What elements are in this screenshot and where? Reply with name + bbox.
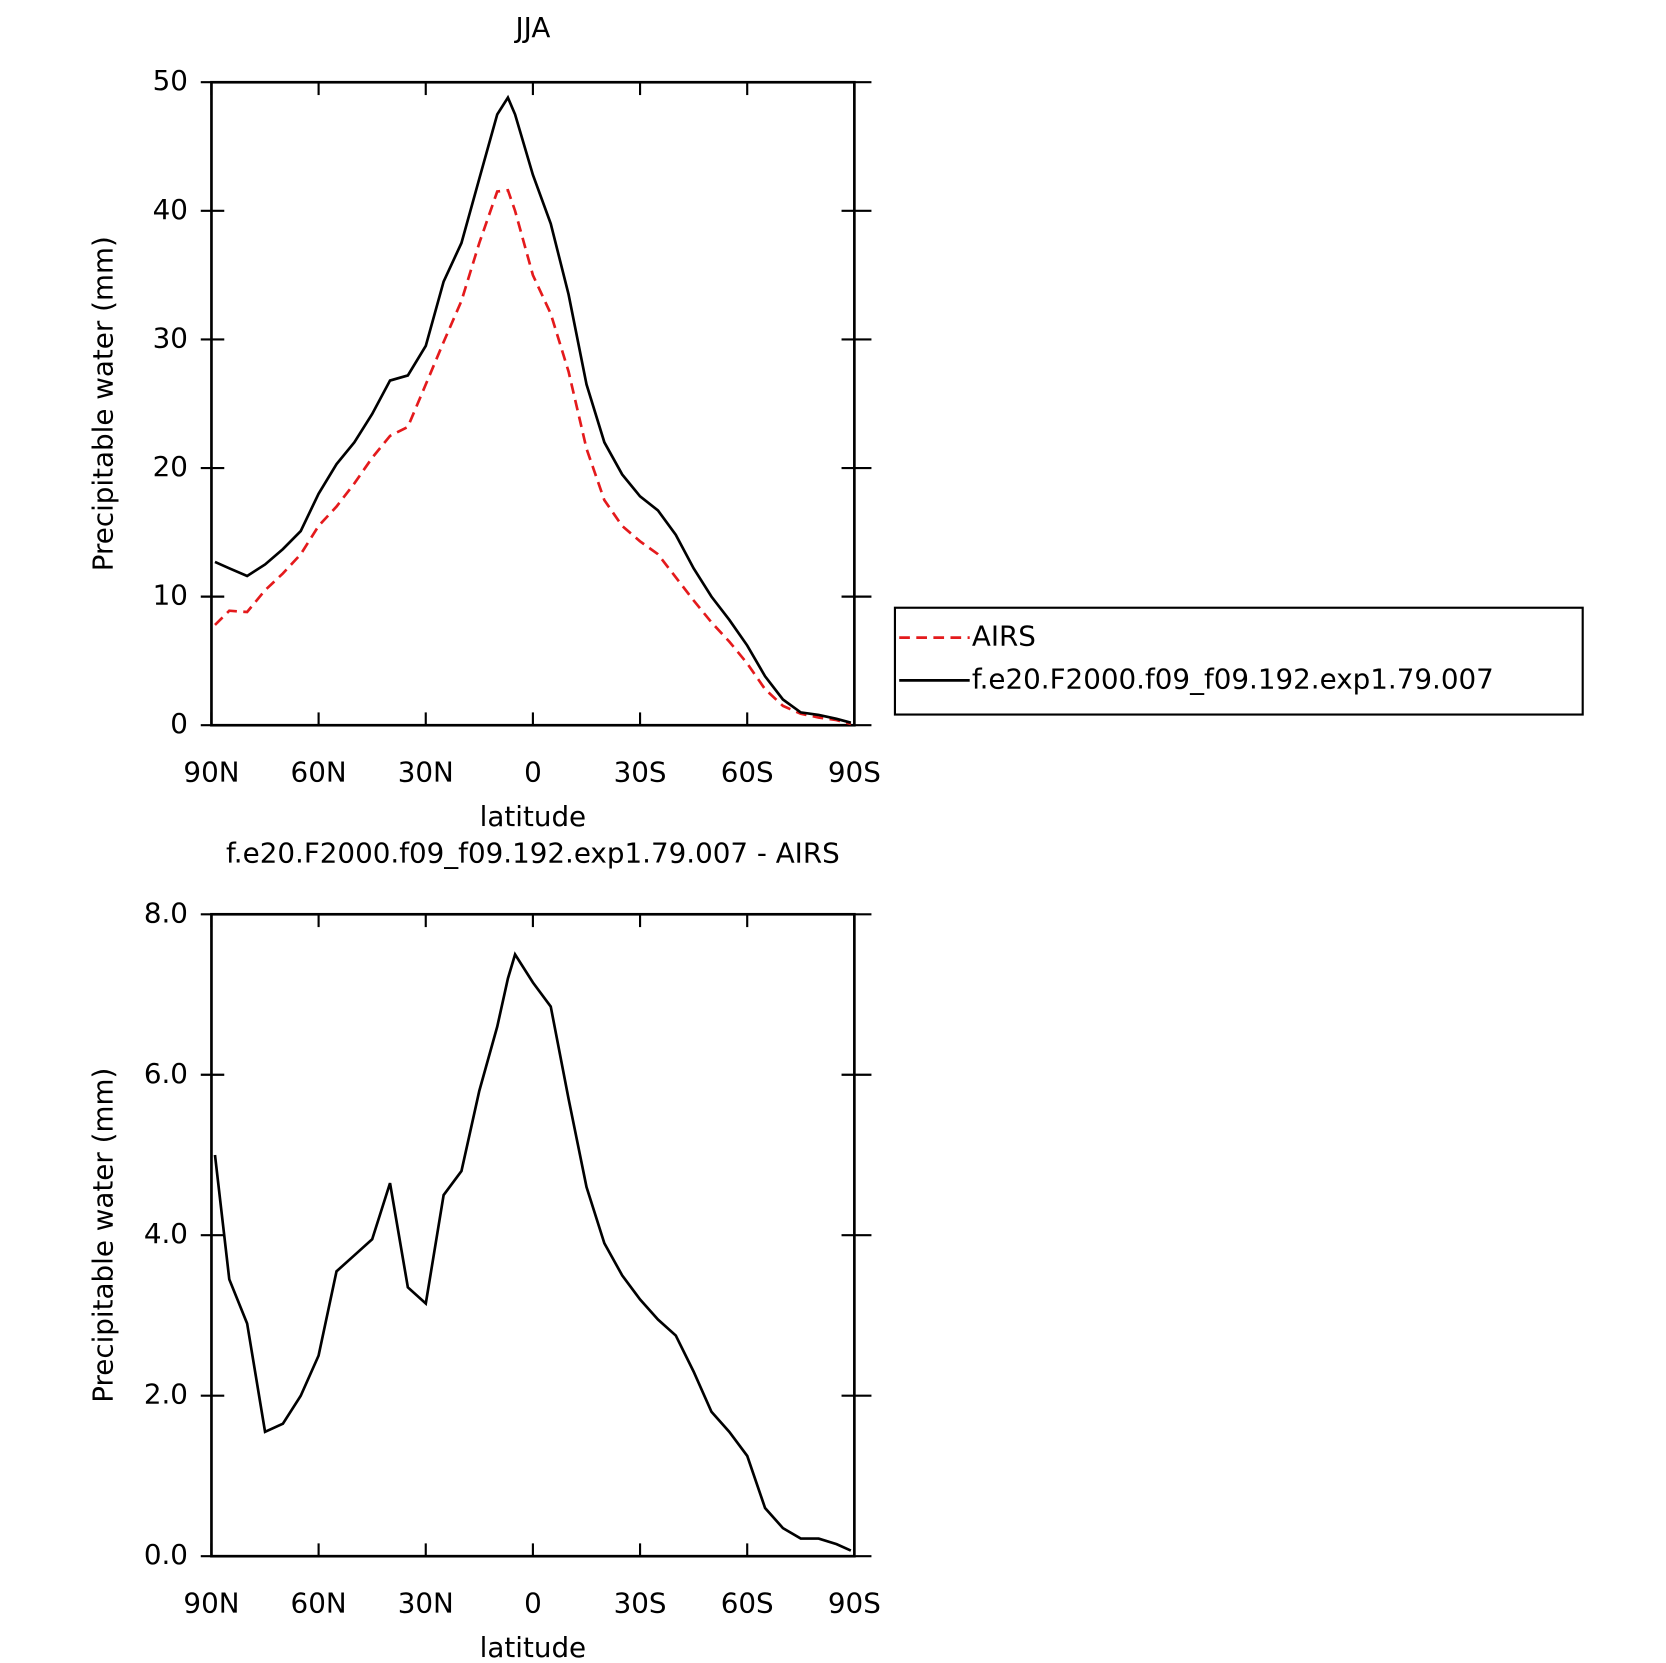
x-tick-label: 90S [828,1586,881,1619]
x-tick-label: 90N [183,755,239,788]
y-tick-label: 30 [153,321,188,354]
legend-box [893,606,1584,716]
x-tick-label: 60N [291,1586,347,1619]
y-tick-label: 8.0 [144,896,188,929]
plot-frame [210,80,856,727]
y-tick-label: 20 [153,450,188,483]
x-tick-label: 60S [721,755,774,788]
x-tick-label: 60N [291,755,347,788]
y-tick-label: 6.0 [144,1057,188,1090]
x-tick-label: 30S [614,755,667,788]
y-axis-label: Precipitable water (mm) [87,236,120,571]
y-tick-label: 2.0 [144,1378,188,1411]
x-tick-label: 60S [721,1586,774,1619]
x-tick-label: 0 [524,1586,542,1619]
y-tick-label: 40 [153,193,188,226]
y-tick-label: 10 [153,579,188,612]
data-line [213,951,852,1552]
y-tick-label: 4.0 [144,1217,188,1250]
y-tick-label: 0 [170,707,188,740]
legend-label: f.e20.F2000.f09_f09.192.exp1.79.007 [972,662,1494,695]
x-tick-label: 30N [398,1586,454,1619]
x-tick-label: 30N [398,755,454,788]
x-axis-label: latitude [480,1631,586,1663]
x-tick-label: 90S [828,755,881,788]
data-line [214,94,852,724]
y-tick-label: 0.0 [144,1538,188,1571]
chart-title: JJA [513,11,550,44]
chart-title: f.e20.F2000.f09_f09.192.exp1.79.007 - AI… [226,836,840,869]
x-tick-label: 90N [183,1586,239,1619]
y-axis-label: Precipitable water (mm) [87,1068,120,1403]
data-line [214,188,852,726]
legend-label: AIRS [972,620,1036,653]
x-tick-label: 30S [614,1586,667,1619]
plot-frame [210,912,856,1558]
x-tick-label: 0 [524,755,542,788]
x-axis-label: latitude [480,800,586,833]
y-tick-label: 50 [153,64,188,97]
